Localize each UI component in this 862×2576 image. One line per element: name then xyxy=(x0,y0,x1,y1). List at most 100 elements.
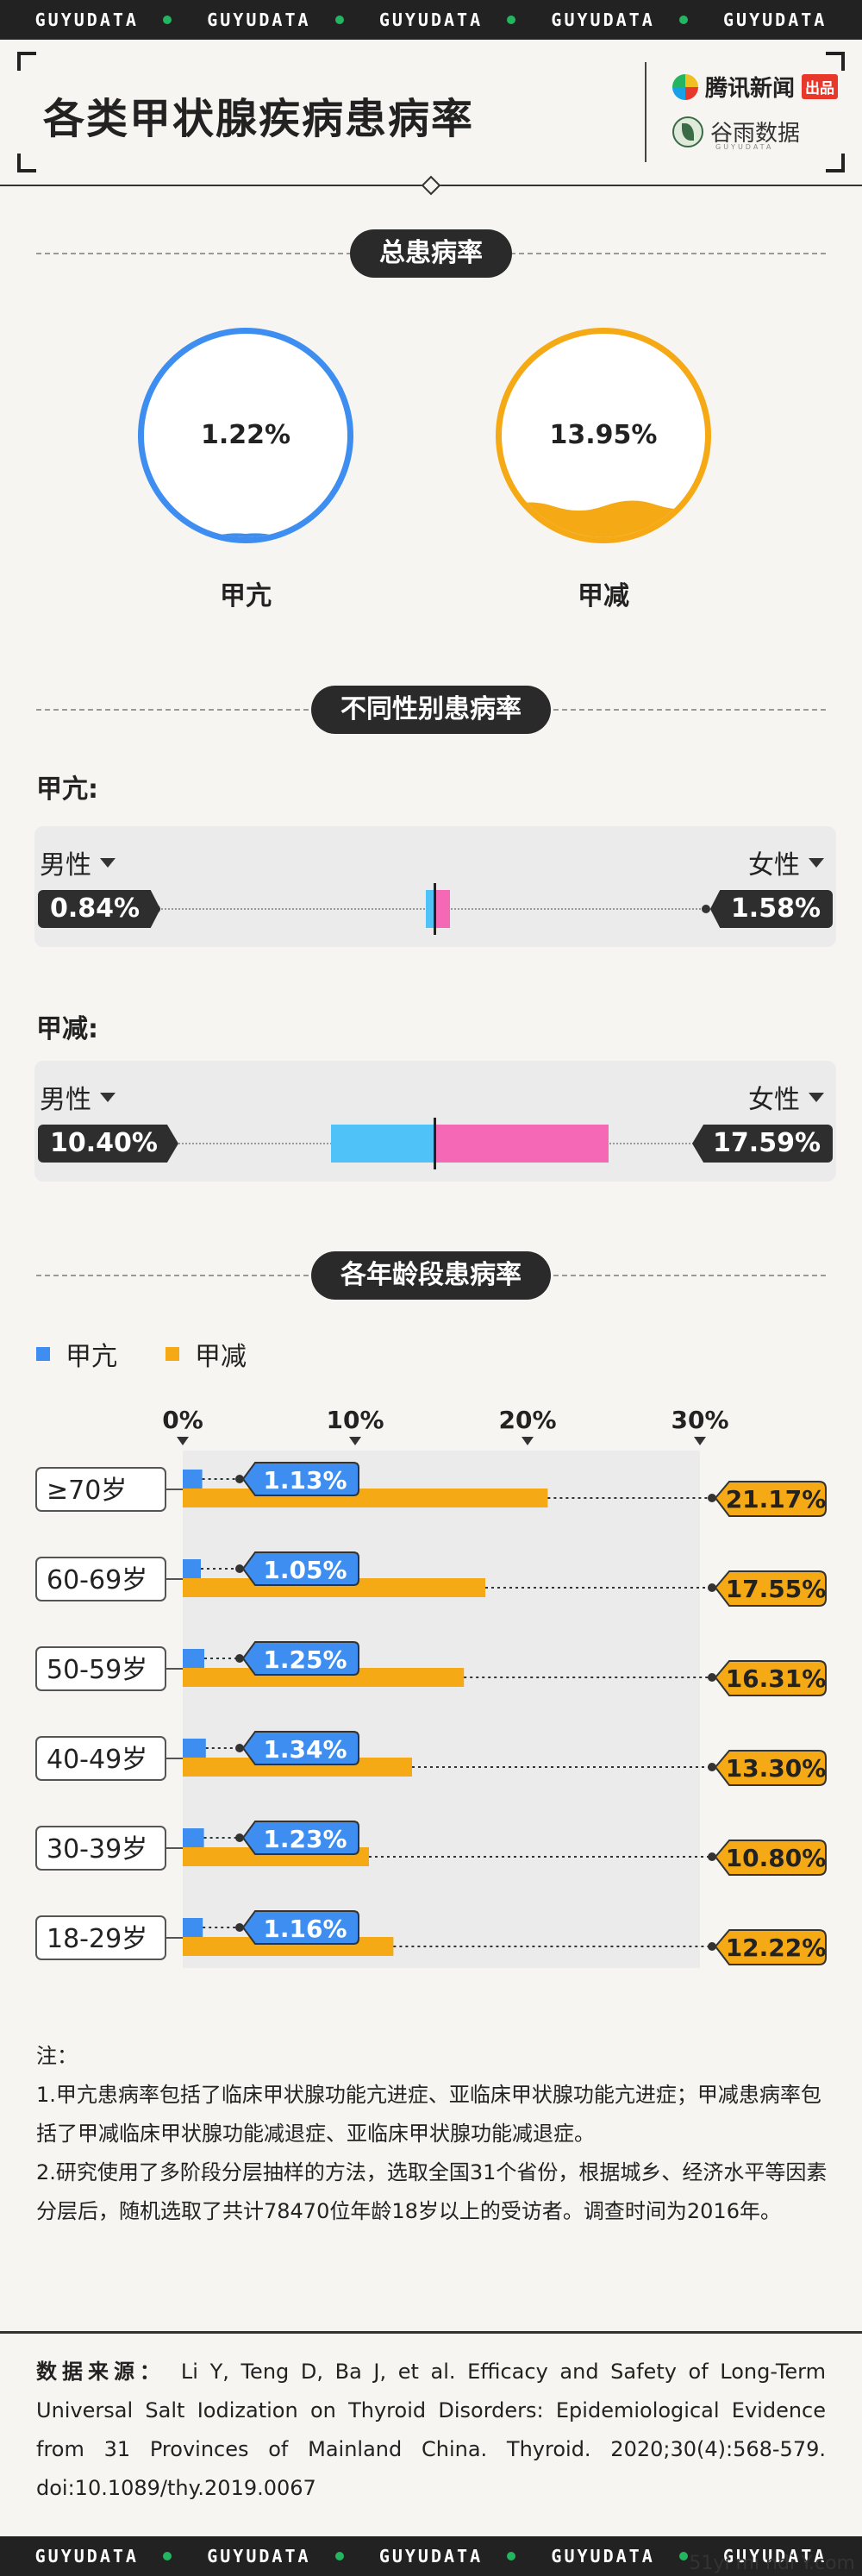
hyperthyroid-value-label: 1.05% xyxy=(263,1556,347,1584)
x-tick-label: 30% xyxy=(671,1406,728,1434)
dropdown-icon xyxy=(100,857,116,868)
hypothyroid-value-label: 17.55% xyxy=(726,1575,827,1603)
gauge-fill xyxy=(502,500,705,537)
plot-background xyxy=(183,1451,700,1968)
category-label: 40-49岁 xyxy=(47,1745,147,1775)
hyperthyroid-connector-dot xyxy=(235,1923,244,1932)
hyperthyroid-value-tag xyxy=(241,1641,359,1676)
diamond-ornament xyxy=(421,175,441,196)
connector-dot xyxy=(702,905,710,913)
male-label: 男性 xyxy=(40,843,116,881)
male-label: 男性 xyxy=(40,1078,116,1116)
hyperthyroid-connector-dot xyxy=(235,1475,244,1483)
gender-compare-box: 男性 女性 0.84% 1.58% xyxy=(34,826,836,947)
hyperthyroid-value-tag xyxy=(241,1910,359,1945)
band-item: GUYUDATA xyxy=(723,9,828,30)
female-bar xyxy=(434,1125,609,1163)
hypothyroid-connector-dot xyxy=(708,1942,716,1951)
hyperthyroid-value-tag xyxy=(241,1821,359,1855)
hyperthyroid-bar xyxy=(183,1828,204,1847)
band-dot xyxy=(162,16,172,24)
bottom-band: GUYUDATA GUYUDATA GUYUDATA GUYUDATA GUYU… xyxy=(0,2536,862,2576)
category-label: 60-69岁 xyxy=(47,1565,147,1595)
tick-marker xyxy=(177,1437,189,1445)
tick-marker xyxy=(349,1437,361,1445)
category-label: ≥70岁 xyxy=(47,1476,127,1506)
gauge-value: 1.22% xyxy=(200,420,291,450)
tencent-logo-icon xyxy=(672,73,698,100)
hyperthyroid-value-tag xyxy=(241,1462,359,1496)
corner-bracket xyxy=(826,154,845,172)
group-title: 甲减: xyxy=(36,1014,98,1044)
hyperthyroid-value-label: 1.23% xyxy=(263,1825,347,1853)
brand-tag: 出品 xyxy=(802,74,839,99)
legend-swatch xyxy=(36,1347,50,1361)
brand-name: 腾讯新闻 xyxy=(705,76,796,102)
female-label: 女性 xyxy=(748,1078,824,1116)
notes-heading: 注： xyxy=(36,2044,78,2068)
chart-legend: 甲亢 甲减 xyxy=(36,1335,247,1373)
x-tick-label: 10% xyxy=(326,1406,384,1434)
hyperthyroid-value-label: 1.25% xyxy=(263,1645,347,1674)
group-title: 甲亢: xyxy=(36,774,98,805)
leaf-logo-icon xyxy=(672,116,703,147)
source-text: Li Y, Teng D, Ba J, et al. Efficacy and … xyxy=(36,2360,826,2500)
section-title-gender: 不同性别患病率 xyxy=(311,686,551,734)
hypothyroid-connector-dot xyxy=(708,1494,716,1502)
band-item: GUYUDATA xyxy=(551,9,688,30)
legend-swatch xyxy=(166,1347,179,1361)
band-dot xyxy=(162,2552,172,2560)
hypothyroid-value-tag xyxy=(714,1570,827,1607)
female-bar xyxy=(434,890,451,928)
watermark: 51yi mi ndi Y.com xyxy=(689,2553,855,2574)
band-item: GUYUDATA xyxy=(35,2546,172,2567)
header-divider xyxy=(645,62,646,162)
hyperthyroid-bar xyxy=(183,1918,203,1937)
brand-subtitle: GUYUDATA xyxy=(715,143,774,151)
hyperthyroid-connector-dot xyxy=(235,1833,244,1842)
hyperthyroid-connector-dot xyxy=(235,1744,244,1752)
center-axis xyxy=(434,1118,436,1169)
band-item: GUYUDATA xyxy=(551,2546,688,2567)
hypothyroid-value-label: 10.80% xyxy=(726,1844,827,1872)
hyperthyroid-connector-dot xyxy=(235,1564,244,1573)
page-title: 各类甲状腺疾病患病率 xyxy=(43,95,475,143)
band-item: GUYUDATA xyxy=(207,9,344,30)
category-label: 50-59岁 xyxy=(47,1655,147,1685)
male-bar xyxy=(426,890,434,928)
hypothyroid-bar xyxy=(183,1489,548,1507)
corner-bracket xyxy=(826,52,845,71)
hyperthyroid-bar xyxy=(183,1649,204,1668)
hypothyroid-connector-dot xyxy=(708,1763,716,1771)
male-value-tag: 10.40% xyxy=(38,1125,178,1163)
hyperthyroid-value-label: 1.16% xyxy=(263,1915,347,1943)
band-dot xyxy=(334,16,344,24)
top-band: GUYUDATA GUYUDATA GUYUDATA GUYUDATA GUYU… xyxy=(0,0,862,40)
band-item: GUYUDATA xyxy=(207,2546,344,2567)
source-rule xyxy=(0,2331,862,2334)
hypothyroid-connector-dot xyxy=(708,1673,716,1682)
hypothyroid-value-tag xyxy=(714,1481,827,1517)
band-dot xyxy=(507,16,516,24)
hypothyroid-value-label: 12.22% xyxy=(726,1934,827,1962)
hypothyroid-value-label: 13.30% xyxy=(726,1754,827,1783)
band-dot xyxy=(678,2552,688,2560)
hypothyroid-value-label: 16.31% xyxy=(726,1664,827,1693)
male-value-tag: 0.84% xyxy=(38,890,161,928)
hyperthyroid-connector-dot xyxy=(235,1654,244,1663)
legend-item: 甲减 xyxy=(166,1335,247,1373)
category-label: 18-29岁 xyxy=(47,1924,147,1954)
band-item: GUYUDATA xyxy=(379,9,516,30)
dropdown-icon xyxy=(809,857,824,868)
data-source: 数据来源： Li Y, Teng D, Ba J, et al. Efficacy… xyxy=(36,2353,826,2508)
hypothyroid-value-tag xyxy=(714,1929,827,1965)
x-tick-label: 0% xyxy=(162,1406,203,1434)
corner-bracket xyxy=(17,154,36,172)
tick-marker xyxy=(522,1437,534,1445)
category-label: 30-39岁 xyxy=(47,1834,147,1865)
hyperthyroid-bar xyxy=(183,1739,206,1758)
hyperthyroid-gauge: 1.22% xyxy=(138,328,353,543)
center-axis xyxy=(434,883,436,935)
tick-marker xyxy=(694,1437,706,1445)
hyperthyroid-bar xyxy=(183,1470,203,1489)
